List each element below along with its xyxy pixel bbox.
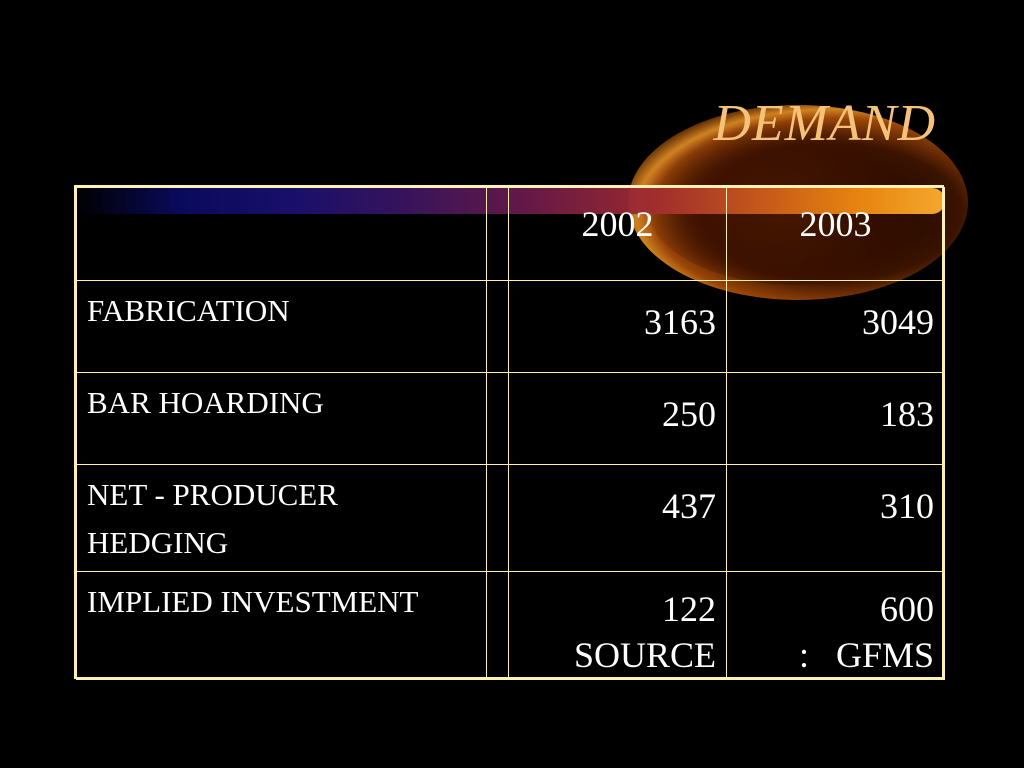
table-header-row: 2002 2003 (76, 187, 945, 281)
value-2002-with-source: 122 SOURCE (508, 571, 727, 680)
row-label: BAR HOARDING (76, 372, 487, 465)
header-empty-cell (76, 187, 487, 281)
source-name: : GFMS (798, 635, 934, 675)
row-label: NET - PRODUCER HEDGING (76, 464, 487, 572)
source-label: SOURCE (573, 635, 716, 675)
table-row: BAR HOARDING 250 183 (76, 372, 945, 465)
value-2002: 122 (662, 589, 716, 629)
value-2003: 3049 (726, 280, 945, 373)
value-2002: 250 (508, 372, 727, 465)
gap-cell (486, 571, 509, 680)
demand-table: 2002 2003 FABRICATION 3163 3049 BAR HOAR… (74, 185, 945, 680)
value-2003-with-source: 600 : GFMS (726, 571, 945, 680)
row-label: IMPLIED INVESTMENT (76, 571, 487, 680)
table-row: NET - PRODUCER HEDGING 437 310 (76, 464, 945, 572)
gap-cell (486, 372, 509, 465)
gap-cell (486, 280, 509, 373)
slide-title: DEMAND (713, 95, 936, 152)
table-row: IMPLIED INVESTMENT 122 SOURCE 600 : GFMS (76, 571, 945, 680)
value-2003: 183 (726, 372, 945, 465)
gap-cell (486, 464, 509, 572)
header-gap-cell (486, 187, 509, 281)
value-2003: 310 (726, 464, 945, 572)
value-2002: 437 (508, 464, 727, 572)
table-row: FABRICATION 3163 3049 (76, 280, 945, 373)
value-2003: 600 (880, 589, 934, 629)
row-label: FABRICATION (76, 280, 487, 373)
header-year-2002: 2002 (508, 187, 727, 281)
header-year-2003: 2003 (726, 187, 945, 281)
value-2002: 3163 (508, 280, 727, 373)
